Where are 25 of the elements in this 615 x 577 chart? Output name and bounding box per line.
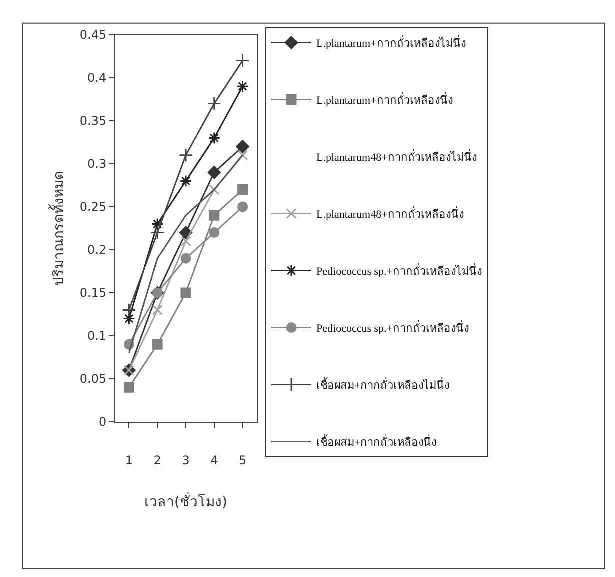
x-tick-label: 2 xyxy=(154,453,162,468)
legend-label: L.plantarum+กากถั่วเหลืองนึ่ง xyxy=(316,92,453,108)
y-tick-label: 0.45 xyxy=(80,28,107,42)
text: L.plantarum48+กากถั่วเหลืองไม่นึ่ง xyxy=(316,149,477,164)
x-tick-label: 3 xyxy=(182,453,190,468)
y-tick-label: 0.25 xyxy=(80,200,107,214)
x-tick-label: 4 xyxy=(210,453,218,468)
y-tick-label: 0.4 xyxy=(88,71,107,86)
legend-label: L.plantarum+กากถั่วเหลืองไม่นึ่ง xyxy=(316,35,466,50)
legend-label: Pediococcus sp.+กากถั่วเหลืองไม่นึ่ง xyxy=(316,263,482,278)
x-tick-label: 5 xyxy=(238,453,247,468)
y-tick-label: 0.35 xyxy=(80,114,107,128)
y-tick-label: 0 xyxy=(98,415,107,430)
legend-label: เชื้อผสม+กากถั่วเหลืองไม่นึ่ง xyxy=(316,377,450,392)
legend-label: L.plantarum48+กากถั่วเหลืองนึ่ง xyxy=(316,206,464,222)
y-tick-label: 0.3 xyxy=(88,157,107,172)
legend-label: เชื้อผสม+กากถั่วเหลืองนึ่ง xyxy=(316,434,437,450)
x-axis-title: เวลา(ชั่วโมง) xyxy=(144,492,228,511)
y-tick-label: 0.2 xyxy=(88,243,107,258)
y-axis-title: ปริมาณกรดทั้งหมด xyxy=(48,171,68,286)
y-tick-label: 0.15 xyxy=(80,286,107,300)
legend-label: Pediococcus sp.+กากถั่วเหลืองนึ่ง xyxy=(316,320,469,336)
x-tick-label: 1 xyxy=(125,453,134,468)
y-tick-label: 0.05 xyxy=(80,372,107,386)
y-tick-label: 0.1 xyxy=(88,329,107,344)
